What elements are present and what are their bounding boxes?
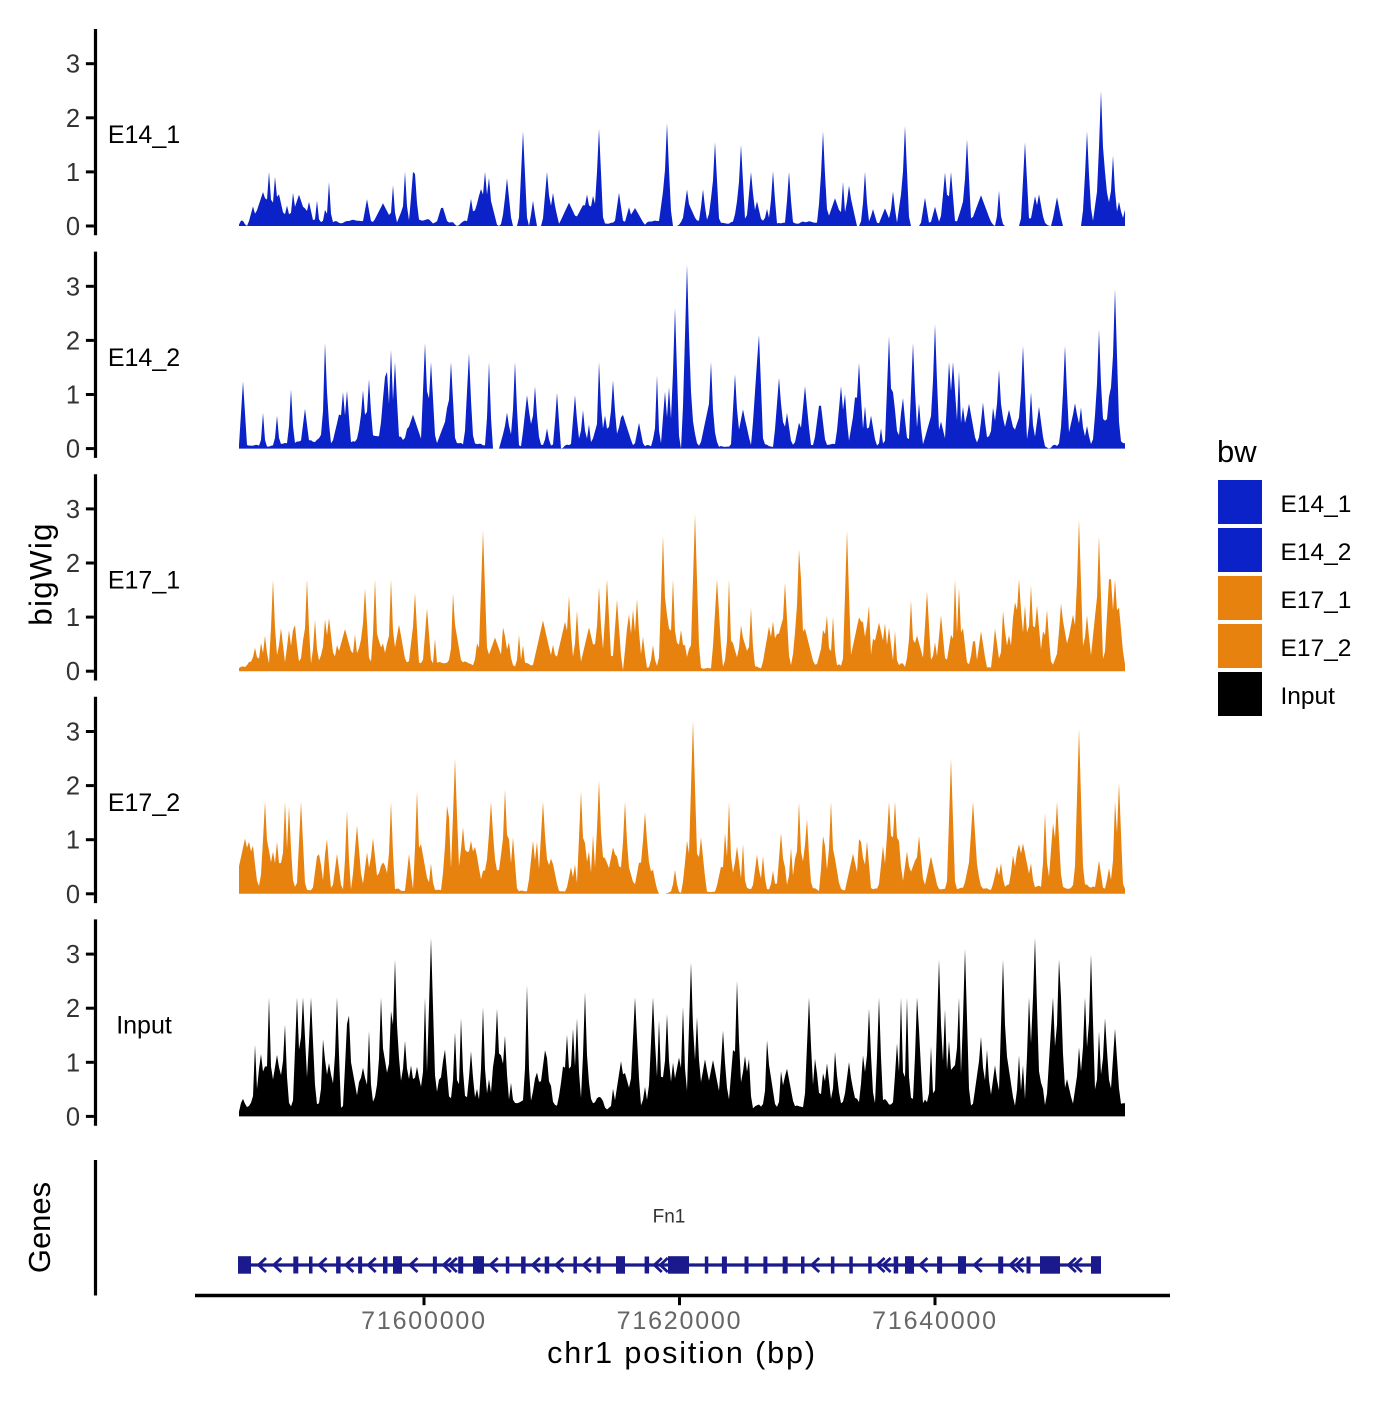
svg-text:0: 0 (66, 436, 80, 464)
svg-text:71600000: 71600000 (361, 1307, 487, 1335)
svg-text:E17_1: E17_1 (1281, 587, 1352, 614)
svg-text:3: 3 (66, 719, 80, 747)
svg-text:E14_2: E14_2 (1281, 539, 1352, 566)
svg-text:Genes: Genes (22, 1182, 57, 1273)
svg-text:E17_2: E17_2 (1281, 635, 1352, 662)
svg-text:1: 1 (66, 827, 80, 855)
svg-text:71640000: 71640000 (872, 1307, 998, 1335)
svg-text:3: 3 (66, 496, 80, 524)
svg-text:E17_2: E17_2 (108, 789, 180, 817)
svg-text:0: 0 (66, 881, 80, 909)
svg-text:Input: Input (116, 1012, 172, 1040)
svg-text:1: 1 (66, 382, 80, 410)
svg-text:3: 3 (66, 51, 80, 79)
svg-text:E14_2: E14_2 (108, 344, 180, 372)
svg-text:chr1 position (bp): chr1 position (bp) (547, 1336, 817, 1370)
svg-text:2: 2 (66, 773, 80, 801)
svg-text:bigWig: bigWig (23, 522, 59, 625)
svg-text:2: 2 (66, 995, 80, 1023)
svg-text:E17_1: E17_1 (108, 566, 180, 594)
svg-text:0: 0 (66, 1103, 80, 1131)
svg-text:1: 1 (66, 604, 80, 632)
svg-text:Input: Input (1281, 683, 1336, 710)
svg-text:1: 1 (66, 159, 80, 187)
svg-text:bw: bw (1217, 434, 1257, 469)
svg-text:0: 0 (66, 658, 80, 686)
svg-text:E14_1: E14_1 (108, 121, 180, 149)
svg-text:2: 2 (66, 327, 80, 355)
svg-text:1: 1 (66, 1049, 80, 1077)
svg-text:71620000: 71620000 (617, 1307, 743, 1335)
svg-text:2: 2 (66, 105, 80, 133)
svg-text:3: 3 (66, 941, 80, 969)
svg-text:2: 2 (66, 550, 80, 578)
svg-text:Fn1: Fn1 (653, 1207, 686, 1228)
svg-text:0: 0 (66, 213, 80, 241)
svg-text:3: 3 (66, 273, 80, 301)
svg-text:E14_1: E14_1 (1281, 491, 1352, 518)
